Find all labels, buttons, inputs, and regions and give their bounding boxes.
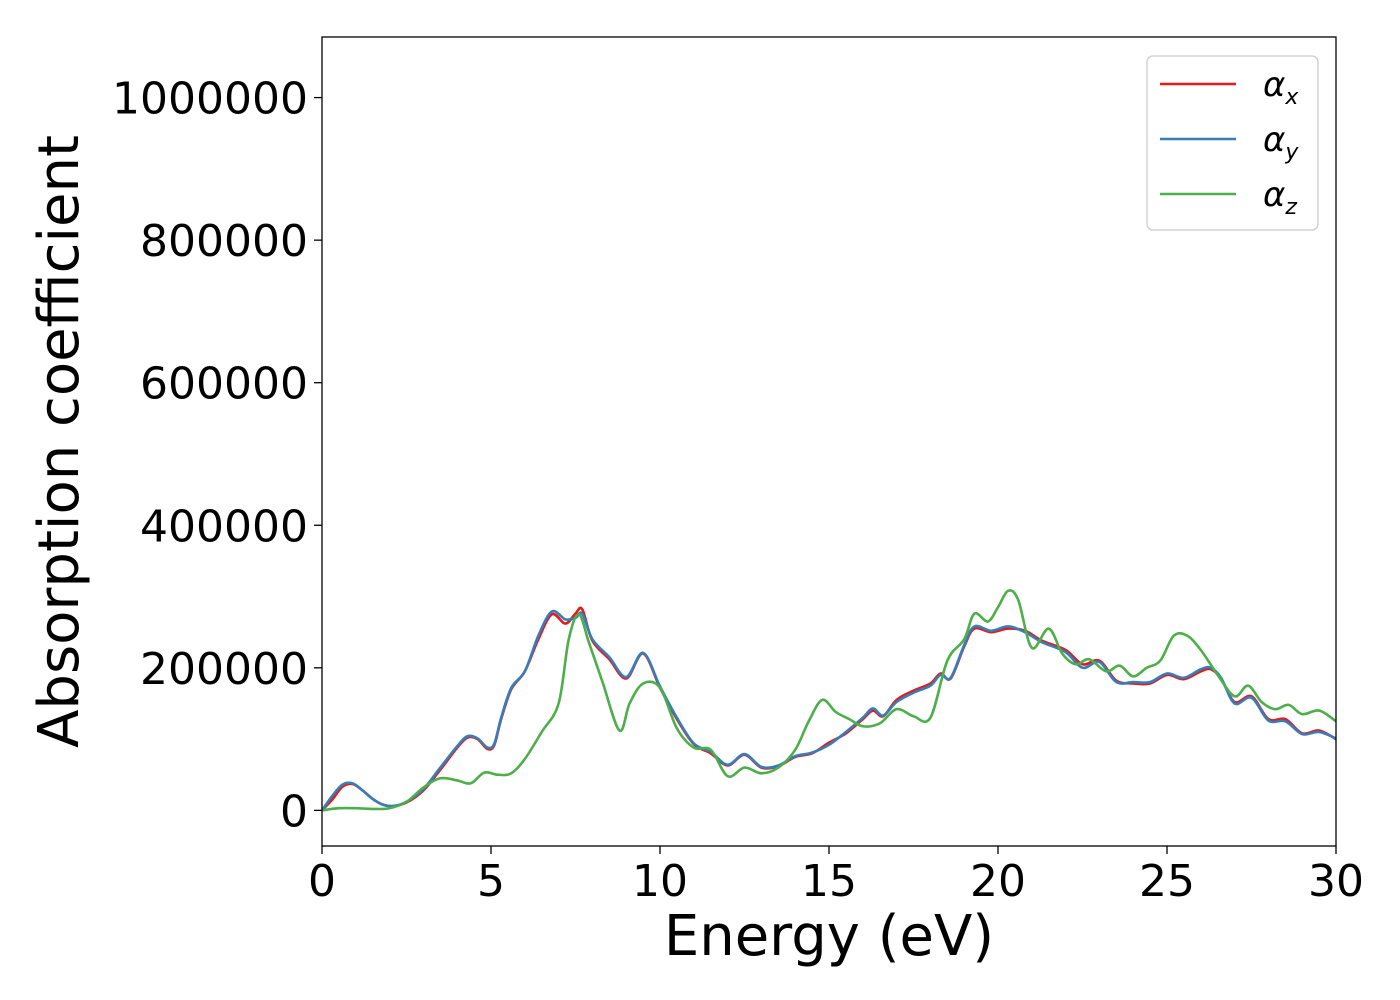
y-axis: 0 200000 400000 600000 800000 1000000 bbox=[112, 74, 322, 837]
legend-label-y: αy bbox=[1263, 120, 1299, 165]
y-tick-label: 200000 bbox=[140, 644, 308, 695]
y-axis-title: Absorption coefficient bbox=[27, 135, 92, 748]
series-layer bbox=[322, 589, 1336, 812]
x-tick-label: 15 bbox=[801, 856, 857, 907]
legend-label-x: αx bbox=[1263, 65, 1299, 110]
x-tick-label: 25 bbox=[1139, 856, 1195, 907]
y-tick-label: 600000 bbox=[140, 359, 308, 410]
x-tick-label: 20 bbox=[970, 856, 1026, 907]
x-tick-label: 10 bbox=[632, 856, 688, 907]
legend: αx αy αz bbox=[1146, 55, 1319, 231]
legend-label-z: αz bbox=[1263, 175, 1297, 220]
y-tick-label: 1000000 bbox=[112, 74, 308, 125]
y-tick-label: 0 bbox=[280, 786, 308, 837]
x-tick-label: 0 bbox=[308, 856, 336, 907]
x-tick-label: 5 bbox=[477, 856, 505, 907]
x-tick-label: 30 bbox=[1308, 856, 1364, 907]
x-axis-title: Energy (eV) bbox=[664, 904, 994, 969]
series-line-z bbox=[322, 589, 1336, 812]
x-axis: 0 5 10 15 20 25 30 bbox=[308, 846, 1364, 907]
y-tick-label: 400000 bbox=[140, 501, 308, 552]
y-tick-label: 800000 bbox=[140, 216, 308, 267]
legend-box bbox=[1146, 55, 1319, 231]
